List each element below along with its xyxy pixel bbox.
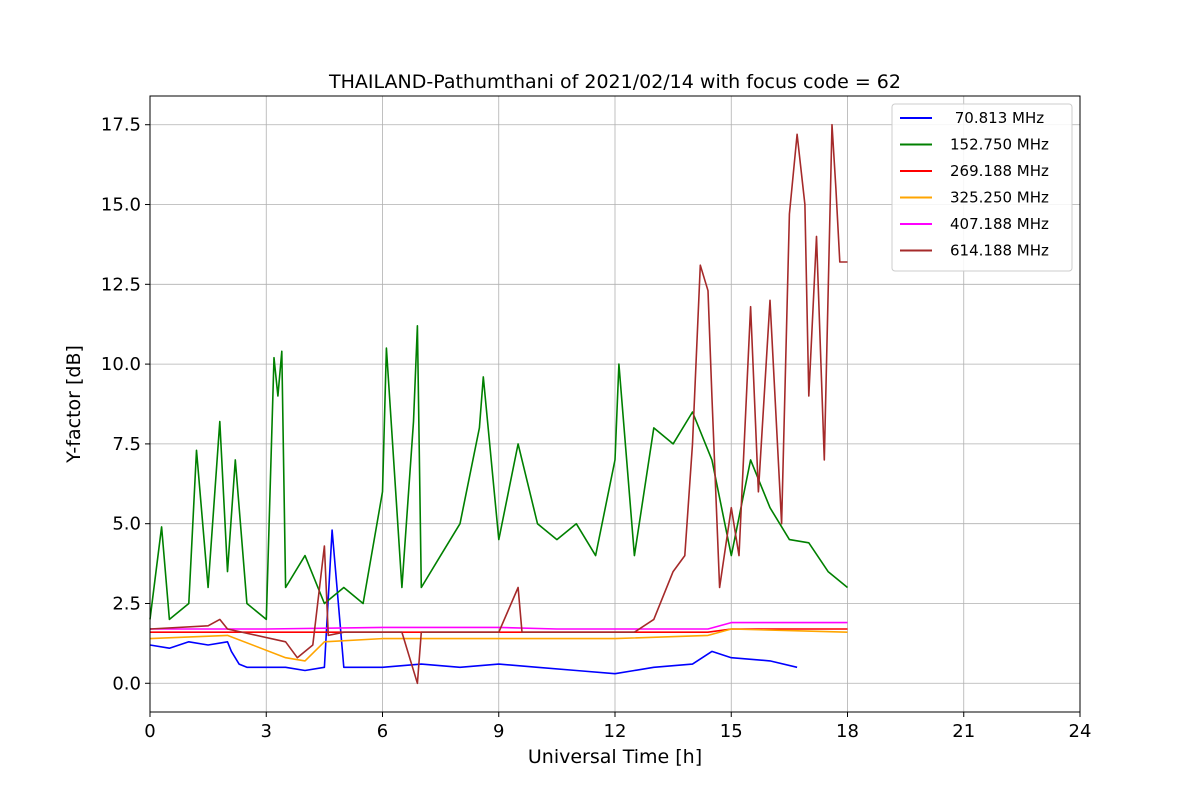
x-tick-label: 3 xyxy=(261,721,272,742)
x-tick-label: 6 xyxy=(377,721,388,742)
legend-label: 152.750 MHz xyxy=(950,136,1049,154)
x-tick-label: 21 xyxy=(952,721,975,742)
axes: 0 3 6 9 12 15 18 21 24 0.0 2.5 5.0 7.5 10.0 12.5 15.0 17… xyxy=(101,115,1092,742)
x-tick-label: 0 xyxy=(144,721,155,742)
y-tick-label: 15.0 xyxy=(101,195,141,216)
series-line-1 xyxy=(149,529,798,675)
y-axis-label: Y-factor [dB] xyxy=(63,345,85,464)
series-line-6 xyxy=(149,123,848,685)
y-tick-label: 7.5 xyxy=(112,434,141,455)
legend-box xyxy=(891,103,1073,272)
legend-label: 269.188 MHz xyxy=(950,162,1049,180)
y-tick-label: 10.0 xyxy=(101,354,141,375)
legend-label: 614.188 MHz xyxy=(950,242,1049,260)
y-tick-label: 12.5 xyxy=(101,274,141,295)
x-tick-label: 15 xyxy=(720,721,743,742)
y-tick-label: 0.0 xyxy=(112,673,141,694)
chart-title: THAILAND-Pathumthani of 2021/02/14 with … xyxy=(328,71,901,93)
series-line-4 xyxy=(149,628,848,662)
legend-label: 325.250 MHz xyxy=(950,189,1049,207)
x-tick-label: 9 xyxy=(493,721,504,742)
y-tick-label: 5.0 xyxy=(112,514,141,535)
x-tick-label: 12 xyxy=(604,721,627,742)
series-line-2 xyxy=(149,324,849,621)
legend: 70.813 MHz 152.750 MHz 269.188 MHz 325.250 … xyxy=(891,103,1073,272)
x-axis-label: Universal Time [h] xyxy=(528,746,702,768)
x-tick-label: 18 xyxy=(836,721,859,742)
series-line-5 xyxy=(150,621,848,630)
x-tick-label: 24 xyxy=(1069,721,1092,742)
y-tick-label: 17.5 xyxy=(101,115,141,136)
y-tick-label: 2.5 xyxy=(112,593,141,614)
legend-label: 70.813 MHz xyxy=(950,109,1044,127)
legend-label: 407.188 MHz xyxy=(950,215,1049,233)
series-lines xyxy=(149,123,849,685)
